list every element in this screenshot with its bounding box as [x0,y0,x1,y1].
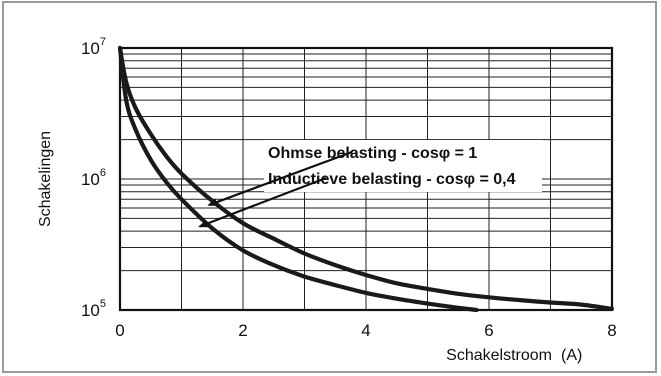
y-tick-label: 106 [81,167,106,189]
annotation-arrow-1 [198,176,327,228]
y-tick-label: 107 [81,36,106,58]
series-layer [117,45,615,313]
annotation-label-1: Inductieve belasting - cosφ = 0,4 [268,171,516,188]
series-line-1 [117,45,479,313]
x-axis-label: Schakelstroom [446,347,552,364]
x-tick-label: 2 [238,321,247,340]
annotation-label-0: Ohmse belasting - cosφ = 1 [268,145,477,162]
x-axis-unit: (A) [561,347,582,364]
y-axis-label: Schakelingen [37,131,54,227]
annotation-arrow-0 [207,150,353,206]
plot-area-border [118,46,614,312]
x-tick-label: 6 [484,321,493,340]
labels-layer: 0 2 4 6 8 105 106 107 Schakelingen Schakelstroom (… [37,36,617,364]
x-tick-label: 8 [607,321,616,340]
x-tick-label: 0 [115,321,124,340]
series-line-0 [117,45,615,311]
y-tick-label: 105 [81,298,106,320]
x-tick-label: 4 [361,321,370,340]
